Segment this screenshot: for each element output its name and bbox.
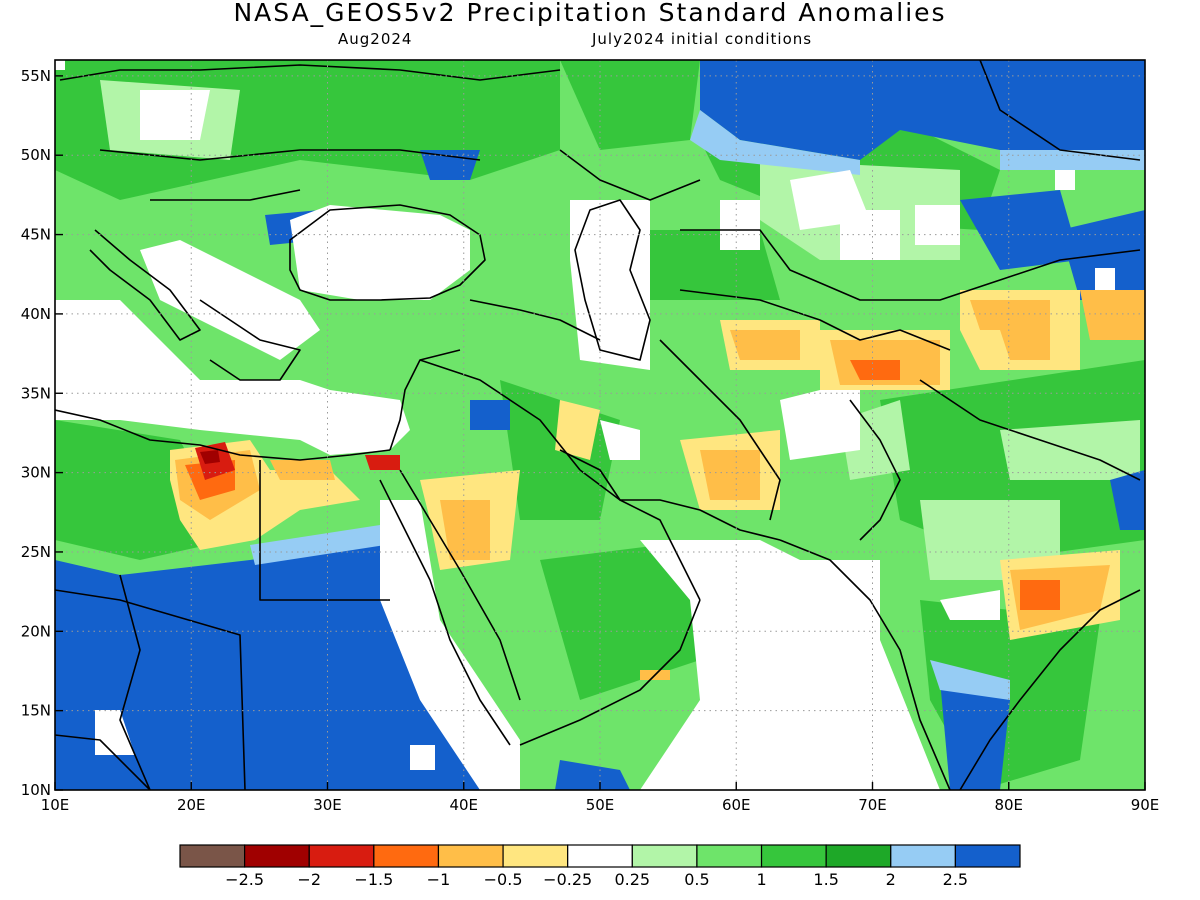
y-tick-label: 25N bbox=[21, 543, 51, 561]
y-tick-label: 50N bbox=[21, 146, 51, 164]
x-tick-label: 80E bbox=[994, 796, 1023, 814]
legend-swatch bbox=[567, 844, 633, 868]
legend-swatch bbox=[631, 844, 698, 868]
x-tick-label: 50E bbox=[586, 796, 615, 814]
legend-swatch bbox=[825, 844, 892, 868]
legend-label: −0.25 bbox=[543, 870, 592, 889]
x-tick-label: 60E bbox=[722, 796, 751, 814]
anomaly-field bbox=[55, 60, 1145, 790]
graticule bbox=[55, 60, 1145, 790]
coastlines bbox=[55, 60, 1141, 790]
y-tick-label: 40N bbox=[21, 305, 51, 323]
y-tick-label: 45N bbox=[21, 226, 51, 244]
legend-label: −2 bbox=[297, 870, 321, 889]
legend-swatch bbox=[954, 844, 1021, 868]
legend-label: −1 bbox=[427, 870, 451, 889]
legend-label: 0.5 bbox=[684, 870, 709, 889]
legend-swatch bbox=[760, 844, 827, 868]
y-tick-label: 15N bbox=[21, 702, 51, 720]
latitude-ticks: 10N 15N 20N 25N 30N 35N 40N 45N 50N 55N bbox=[21, 67, 63, 799]
legend-swatch bbox=[373, 844, 440, 868]
y-tick-label: 55N bbox=[21, 67, 51, 85]
initial-conditions: July2024 initial conditions bbox=[592, 30, 813, 48]
chart-title: NASA_GEOS5v2 Precipitation Standard Anom… bbox=[233, 0, 947, 27]
legend-label: −1.5 bbox=[354, 870, 393, 889]
x-tick-label: 40E bbox=[449, 796, 478, 814]
y-tick-label: 35N bbox=[21, 384, 51, 402]
legend-swatch bbox=[437, 844, 504, 868]
longitude-ticks: 10E 20E 30E 40E 50E 60E 70E 80E 90E bbox=[41, 782, 1160, 814]
forecast-month: Aug2024 bbox=[338, 30, 413, 48]
x-tick-label: 20E bbox=[177, 796, 206, 814]
legend-label: 2.5 bbox=[943, 870, 968, 889]
legend-label: 0.25 bbox=[614, 870, 650, 889]
legend-swatch bbox=[890, 844, 956, 868]
y-tick-label: 30N bbox=[21, 464, 51, 482]
legend-swatch bbox=[179, 844, 246, 868]
x-tick-label: 10E bbox=[41, 796, 70, 814]
legend-label: 2 bbox=[886, 870, 896, 889]
x-tick-label: 70E bbox=[858, 796, 887, 814]
legend-label: −0.5 bbox=[484, 870, 523, 889]
y-tick-label: 10N bbox=[21, 781, 51, 799]
legend-swatch bbox=[696, 844, 763, 868]
colorbar-legend: −2.5 −2 −1.5 −1 −0.5 −0.25 0.25 0.5 1 1.5 2 2.5 bbox=[179, 844, 1021, 889]
legend-label: 1 bbox=[756, 870, 766, 889]
legend-swatch bbox=[308, 844, 375, 868]
legend-swatch bbox=[502, 844, 569, 868]
legend-label: −2.5 bbox=[225, 870, 264, 889]
y-tick-label: 20N bbox=[21, 622, 51, 640]
x-tick-label: 90E bbox=[1131, 796, 1160, 814]
legend-swatch bbox=[244, 844, 310, 868]
x-tick-label: 30E bbox=[313, 796, 342, 814]
legend-label: 1.5 bbox=[813, 870, 838, 889]
